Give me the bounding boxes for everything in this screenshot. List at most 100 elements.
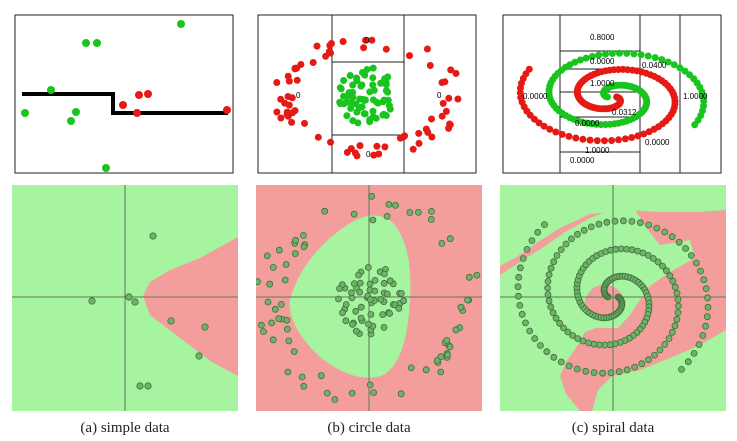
sample-point [562,240,570,248]
red-point [540,122,548,130]
red-point [291,107,299,115]
sample-point [574,335,582,343]
sample-point [651,351,658,359]
sample-point [556,319,563,327]
red-point [428,133,436,141]
sample-point [256,278,261,286]
green-point [379,111,387,119]
sample-point [687,252,695,259]
sample-point [631,363,639,371]
panel-a-bottom [12,185,238,411]
green-point [630,50,638,58]
red-point [277,114,285,122]
panel-a-decision-line [22,92,228,115]
red-point [447,66,455,74]
red-point [322,52,330,60]
red-point [634,132,642,140]
sample-point [271,305,279,313]
red-point [373,142,381,150]
sample-point [557,246,565,254]
sample-point [452,326,460,334]
red-point [439,99,447,107]
sample-point [356,279,364,287]
red-point [301,119,308,127]
panel-c-label-4: 0.0000 [523,92,548,101]
green-point [67,117,75,125]
sample-point [264,298,272,306]
sample-point [623,366,631,374]
sample-point [269,336,277,344]
panel-b-label-4: 0 [366,150,371,159]
sample-point [355,271,362,279]
sample-point [544,291,552,298]
sample-point [517,264,524,272]
sample-point [350,210,358,218]
red-point [601,137,608,145]
red-point [293,76,301,84]
sample-point [366,381,374,389]
red-point [281,99,289,107]
sample-point [366,280,374,288]
sample-point [668,233,676,241]
sample-point [395,304,403,312]
sample-point [125,293,133,301]
sample-point [407,364,415,372]
green-point [658,56,666,64]
sample-point [519,255,527,262]
sample-point [283,325,291,333]
sample-point [352,327,360,335]
green-point [359,95,367,103]
caption-c: (c) spiral data [572,420,655,436]
sample-point [516,301,524,309]
green-point [177,20,185,28]
green-point [691,121,699,129]
green-point [616,49,623,57]
sample-point [364,263,372,271]
green-point [385,102,393,110]
sample-point [671,283,679,291]
sample-point [620,217,627,225]
panel-c-label-11: 0.0000 [570,156,595,165]
green-point [353,77,361,85]
red-point [356,142,364,150]
sample-point [438,239,446,247]
sample-point [595,220,603,228]
sample-point [283,316,291,324]
red-point [347,145,355,153]
sample-point [317,372,325,380]
sample-point [357,303,365,311]
sample-point [136,382,144,390]
sample-point [661,228,669,236]
red-point [273,108,281,116]
red-point [375,150,383,158]
sample-point [298,373,306,381]
sample-point [704,294,711,302]
panel-c-bottom [500,185,726,411]
sample-point [644,251,652,259]
sample-point [545,297,553,305]
sample-point [645,356,652,364]
red-point [424,128,432,136]
red-point [381,143,389,151]
red-point [415,129,423,137]
red-point [144,90,152,98]
red-point [628,134,636,141]
panel-c-region-green-br [592,330,726,411]
sample-point [352,307,360,315]
sample-point [379,311,387,319]
sample-point [292,236,300,244]
sample-point [675,238,683,246]
sample-point [582,367,590,375]
red-point [382,45,390,53]
sample-point [277,300,285,308]
panel-a-region-red [143,237,238,376]
panel-b-bottom-points [256,192,481,403]
green-point [82,39,90,47]
green-point [369,74,377,82]
sample-point [557,358,565,366]
red-point [362,36,369,44]
red-point [313,42,321,50]
green-point [358,103,366,111]
green-point [336,98,344,106]
red-point [645,128,653,136]
